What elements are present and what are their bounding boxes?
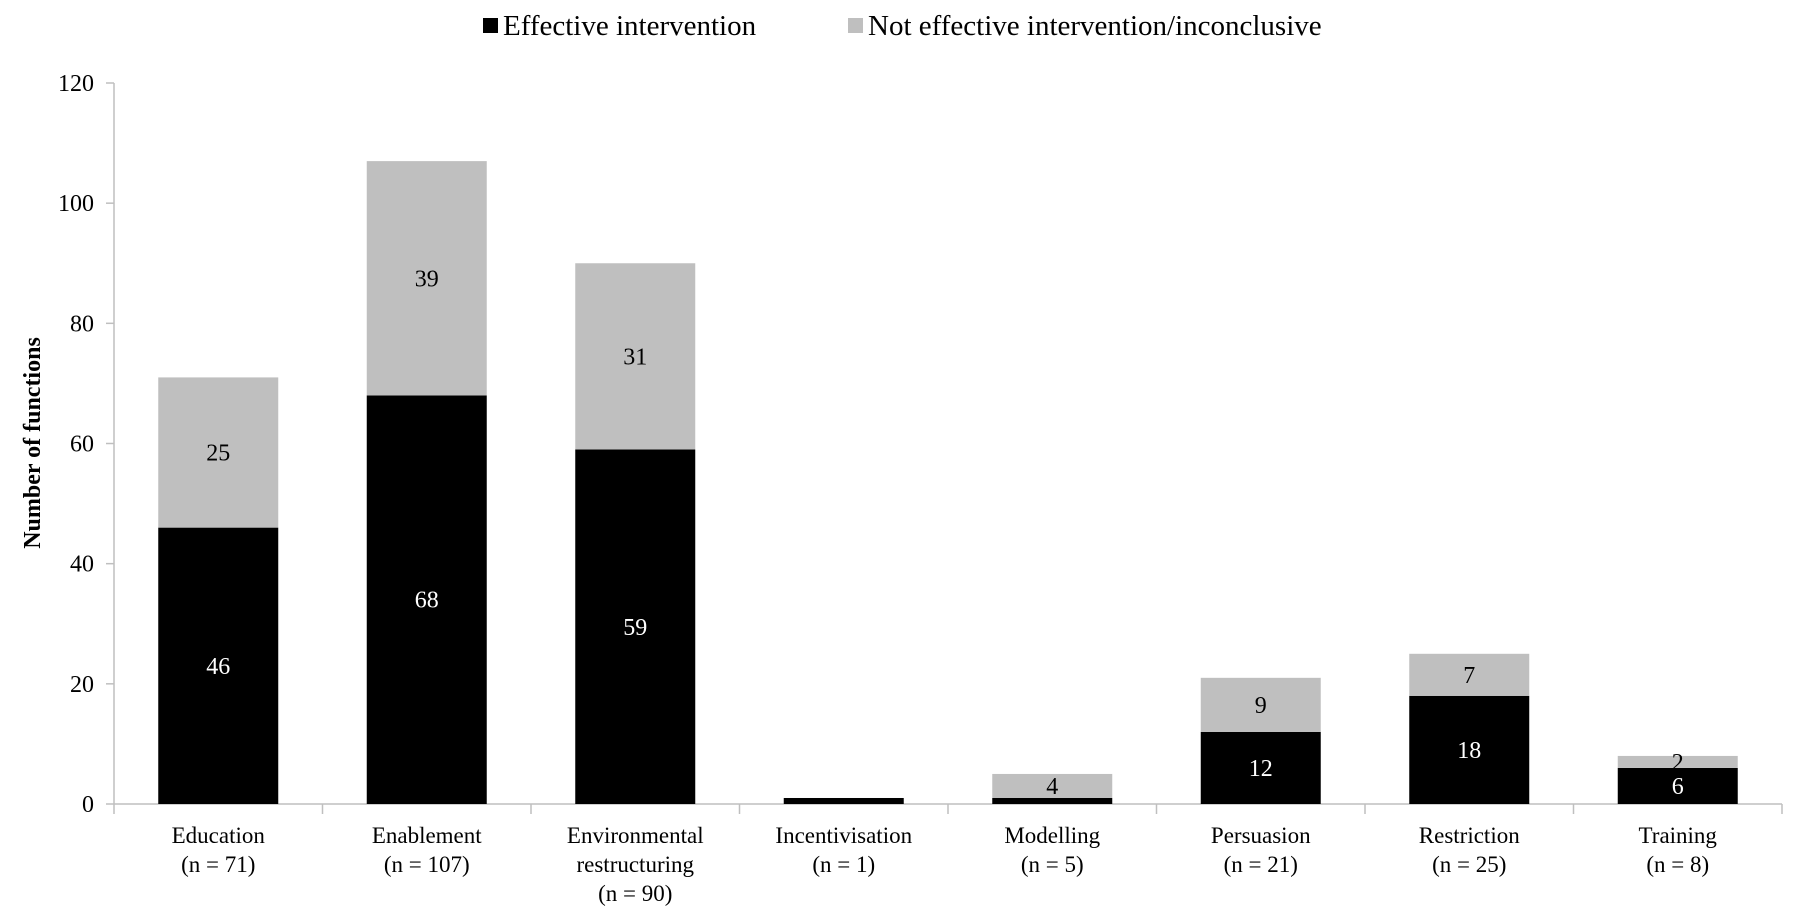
- x-category-label-line: (n = 90): [598, 881, 672, 906]
- x-category-label-line: Environmental: [567, 823, 704, 848]
- x-category-label-line: Incentivisation: [775, 823, 912, 848]
- data-label: 6: [1672, 774, 1684, 800]
- bar-segment-not-effective: [1200, 677, 1321, 732]
- x-category-label: Modelling (n = 5): [1004, 823, 1100, 877]
- data-label: 39: [415, 266, 439, 292]
- data-label: 59: [623, 615, 647, 641]
- x-category-label-line: Training: [1639, 823, 1718, 848]
- y-tick-label: 40: [70, 552, 94, 578]
- y-tick-label: 100: [58, 191, 94, 217]
- y-axis: 0 20 40 60 80 100 120: [58, 71, 115, 818]
- x-category-label: Education (n = 71): [172, 823, 266, 877]
- data-label: 68: [415, 588, 439, 614]
- data-labels: 46 25 68 39 59 31 4 12 9 18 7 62: [206, 266, 1684, 800]
- bar-segment-not-effective: [366, 161, 487, 396]
- x-category-label: Persuasion (n = 21): [1211, 823, 1311, 877]
- data-label: 31: [623, 344, 647, 370]
- x-category-label-line: Restriction: [1419, 823, 1520, 848]
- x-category-label: Environmental restructuring (n = 90): [567, 823, 704, 906]
- x-category-label-line: Enablement: [372, 823, 482, 848]
- bar-segment-not-effective: [1617, 755, 1738, 768]
- x-category-label-line: (n = 1): [812, 852, 875, 877]
- x-category-label-line: (n = 8): [1646, 852, 1709, 877]
- bar-segment-not-effective: [575, 263, 696, 450]
- bar-segment-effective: [366, 395, 487, 804]
- data-label: 46: [206, 654, 230, 680]
- x-category-label-line: (n = 25): [1432, 852, 1506, 877]
- y-tick-label: 120: [58, 71, 94, 97]
- x-category-label-line: restructuring: [576, 852, 694, 877]
- data-label: 2: [1672, 750, 1684, 776]
- bars: [158, 161, 1738, 804]
- bar-segment-effective: [1200, 731, 1321, 804]
- data-label: 25: [206, 441, 230, 467]
- bar-segment-effective: [158, 527, 279, 804]
- data-label: 4: [1046, 774, 1058, 800]
- x-category-label-line: Modelling: [1004, 823, 1100, 848]
- bar-segment-effective: [992, 797, 1113, 804]
- data-label: 9: [1255, 693, 1267, 719]
- y-tick-label: 80: [70, 311, 94, 337]
- data-label: 18: [1457, 738, 1481, 764]
- bar-segment-effective: [783, 797, 904, 804]
- bar-segment-not-effective: [158, 377, 279, 528]
- x-axis: Education (n = 71) Enablement (n = 107) Envi…: [113, 803, 1783, 906]
- y-axis-title: Number of functions: [20, 337, 46, 549]
- x-category-label-line: (n = 107): [384, 852, 470, 877]
- data-label: 12: [1249, 756, 1273, 782]
- x-category-label: Incentivisation (n = 1): [775, 823, 912, 877]
- y-tick-label: 0: [82, 792, 94, 818]
- x-category-label: Restriction (n = 25): [1419, 823, 1520, 877]
- bar-segment-effective: [1617, 767, 1738, 804]
- legend-swatch: [483, 18, 498, 33]
- bar-segment-not-effective: [992, 773, 1113, 798]
- x-category-label-line: Persuasion: [1211, 823, 1311, 848]
- y-tick-label: 60: [70, 432, 94, 458]
- bar-segment-not-effective: [1409, 653, 1530, 696]
- x-category-label-line: (n = 71): [181, 852, 255, 877]
- legend-label: Effective intervention: [503, 10, 757, 42]
- bar-segment-effective: [575, 449, 696, 804]
- x-category-label-line: (n = 21): [1224, 852, 1298, 877]
- legend-label: Not effective intervention/inconclusive: [868, 10, 1322, 42]
- legend-swatch: [848, 18, 863, 33]
- x-category-label-line: (n = 5): [1021, 852, 1084, 877]
- y-tick-label: 20: [70, 672, 94, 698]
- x-category-label: Enablement (n = 107): [372, 823, 482, 877]
- legend: Effective intervention Not effective inte…: [483, 10, 1322, 42]
- bar-segment-effective: [1409, 695, 1530, 804]
- x-category-label: Training (n = 8): [1639, 823, 1718, 877]
- x-category-label-line: Education: [172, 823, 266, 848]
- data-label: 7: [1463, 663, 1475, 689]
